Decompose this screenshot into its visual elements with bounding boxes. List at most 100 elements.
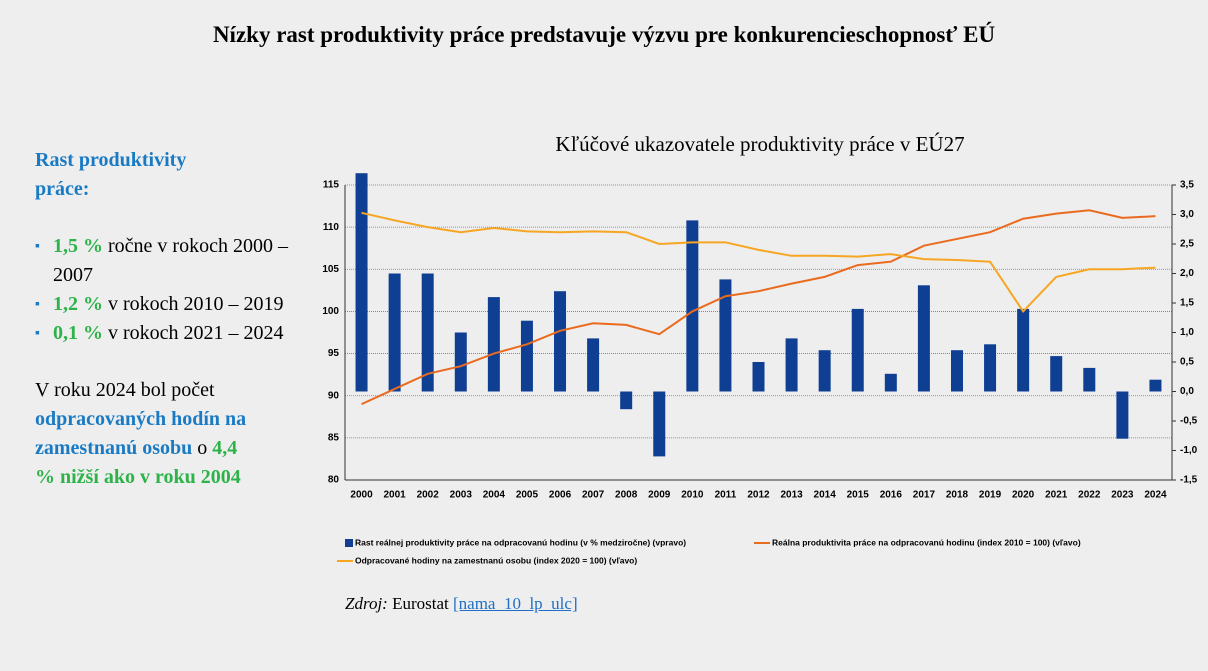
bar (1116, 391, 1129, 439)
source-label: Zdroj: (345, 594, 388, 613)
bullet-text: ročne v rokoch 2000 – 2007 (53, 235, 288, 286)
x-tick-label: 2015 (847, 490, 870, 501)
bar (1083, 367, 1096, 392)
y2-tick-label: 0,5 (1180, 357, 1194, 368)
x-tick-label: 2013 (780, 490, 803, 501)
bullet-highlight: 1,5 % (53, 235, 103, 257)
bar (620, 391, 633, 410)
bar (686, 220, 699, 392)
bar (520, 320, 533, 392)
bullet: ▪ 0,1 % v rokoch 2021 – 2024 (35, 319, 297, 348)
bar (388, 273, 401, 392)
bar (818, 350, 831, 392)
y2-tick-label: 0,0 (1180, 386, 1194, 397)
bullet-text: v rokoch 2021 – 2024 (108, 322, 284, 344)
bar (1149, 379, 1162, 392)
x-tick-label: 2012 (747, 490, 770, 501)
legend-swatch (345, 539, 353, 547)
x-tick-label: 2004 (483, 490, 506, 501)
x-tick-label: 2011 (715, 490, 737, 501)
bar (884, 373, 897, 392)
legend-label: Odpracované hodiny na zamestnanú osobu (… (355, 555, 637, 565)
y2-tick-label: 3,5 (1180, 180, 1194, 191)
y2-tick-label: 2,0 (1180, 268, 1194, 279)
bar (587, 338, 600, 392)
x-tick-label: 2010 (681, 490, 704, 501)
x-tick-label: 2001 (383, 490, 406, 501)
y-tick-label: 80 (328, 475, 340, 486)
x-tick-label: 2002 (417, 490, 440, 501)
note: V roku 2024 bol počet odpracovaných hodí… (35, 376, 260, 492)
bar (355, 173, 368, 392)
x-tick-label: 2021 (1045, 490, 1068, 501)
x-tick-label: 2019 (979, 490, 1002, 501)
bullet-list: ▪ 1,5 % ročne v rokoch 2000 – 2007 ▪ 1,2 % … (35, 232, 297, 348)
y2-tick-label: 1,5 (1180, 298, 1194, 309)
bullet-highlight: 1,2 % (53, 293, 103, 315)
bar (851, 308, 864, 392)
x-tick-label: 2023 (1111, 490, 1134, 501)
x-tick-label: 2017 (913, 490, 936, 501)
bar (421, 273, 434, 392)
x-tick-label: 2009 (648, 490, 671, 501)
source-text: Eurostat (392, 594, 449, 613)
bar (1050, 356, 1063, 392)
y-tick-label: 85 (328, 432, 340, 443)
x-tick-label: 2016 (880, 490, 903, 501)
y2-tick-label: 3,0 (1180, 209, 1194, 220)
slide-title: Nízky rast produktivity práce predstavuj… (212, 22, 996, 47)
bar (554, 291, 567, 392)
sidebar: Rast produktivity práce: ▪ 1,5 % ročne v … (35, 146, 297, 492)
x-tick-label: 2024 (1144, 490, 1167, 501)
bullet-text: v rokoch 2010 – 2019 (108, 293, 284, 315)
source-link[interactable]: [nama_10_lp_ulc] (452, 594, 578, 613)
legend-label: Rast reálnej produktivity práce na odpra… (355, 537, 686, 547)
x-tick-label: 2008 (615, 490, 638, 501)
note-segment: V roku 2024 bol počet (35, 379, 215, 401)
bar (454, 332, 467, 392)
legend-label: Reálna produktivita práce na odpracovanú… (772, 537, 1081, 547)
y-tick-label: 105 (322, 264, 339, 275)
y2-tick-label: -0,5 (1180, 416, 1198, 427)
bullet-marker: ▪ (35, 239, 40, 254)
bullet-marker: ▪ (35, 297, 40, 312)
line (361, 211, 1156, 314)
x-tick-label: 2007 (582, 490, 605, 501)
bar (752, 362, 765, 392)
y2-tick-label: -1,5 (1180, 475, 1198, 486)
chart-title: Kľúčové ukazovatele produktivity práce v… (555, 132, 964, 156)
source: Zdroj: Eurostat [nama_10_lp_ulc] (345, 594, 578, 614)
y-tick-label: 100 (322, 306, 339, 317)
x-tick-label: 2000 (350, 490, 373, 501)
x-tick-label: 2020 (1012, 490, 1035, 501)
bar (950, 350, 963, 392)
bullet: ▪ 1,2 % v rokoch 2010 – 2019 (35, 290, 297, 319)
bar (917, 285, 930, 392)
y2-tick-label: 1,0 (1180, 327, 1194, 338)
note-segment: o (192, 437, 213, 459)
y2-tick-label: -1,0 (1180, 445, 1198, 456)
bar (653, 391, 666, 457)
bar (785, 338, 798, 392)
y-tick-label: 110 (323, 222, 340, 233)
y-tick-label: 115 (323, 180, 340, 191)
note-segment: odpracovaných hodín na zamestnanú osobu (35, 408, 247, 459)
bar (487, 297, 500, 392)
bar (1017, 308, 1030, 392)
bullet-highlight: 0,1 % (53, 322, 103, 344)
x-tick-label: 2022 (1078, 490, 1101, 501)
bullet-marker: ▪ (35, 326, 40, 341)
bar (719, 279, 732, 392)
y2-tick-label: 2,5 (1180, 239, 1194, 250)
x-tick-label: 2018 (946, 490, 969, 501)
x-tick-label: 2003 (450, 490, 473, 501)
note-segment: 4,4 % nižší ako v roku 2004 (35, 437, 241, 488)
bar (984, 344, 997, 392)
sidebar-heading: Rast produktivity práce: (35, 149, 187, 200)
y-tick-label: 95 (328, 348, 340, 359)
x-tick-label: 2005 (516, 490, 539, 501)
x-tick-label: 2014 (814, 490, 837, 501)
bullet: ▪ 1,5 % ročne v rokoch 2000 – 2007 (35, 232, 297, 290)
